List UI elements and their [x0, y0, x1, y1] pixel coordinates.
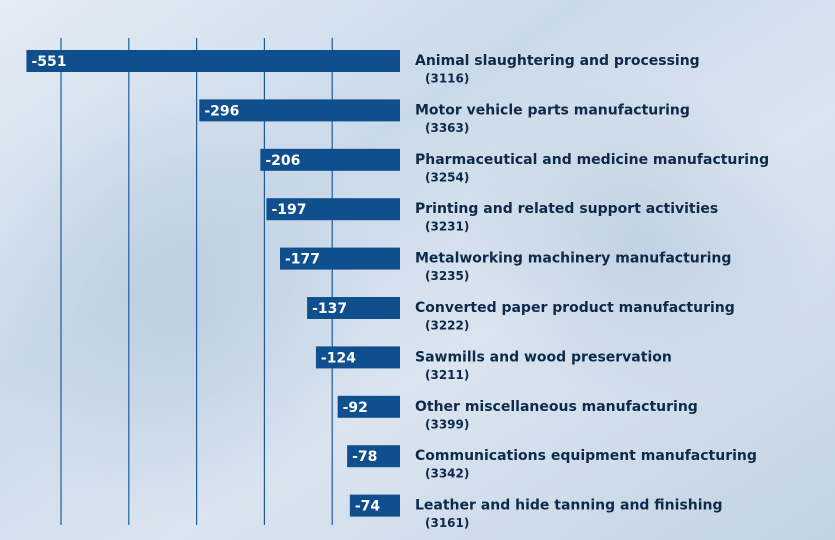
bar: [260, 148, 400, 171]
value-label: -92: [343, 400, 368, 416]
category-label: Converted paper product manufacturing: [415, 300, 735, 316]
category-code: (3116): [425, 72, 469, 86]
category-label: Leather and hide tanning and finishing: [415, 498, 723, 514]
category-code: (3399): [425, 417, 469, 431]
category-code: (3363): [425, 121, 469, 135]
background-shade: [460, 80, 820, 400]
bar: [26, 50, 401, 72]
category-label: Pharmaceutical and medicine manufacturin…: [415, 152, 769, 168]
category-label: Sawmills and wood preservation: [415, 349, 672, 365]
category-label: Metalworking machinery manufacturing: [415, 251, 731, 267]
bar: [266, 198, 400, 221]
value-label: -177: [285, 252, 320, 268]
category-label: Communications equipment manufacturing: [415, 448, 757, 464]
category-code: (3254): [425, 170, 469, 184]
category-code: (3342): [425, 467, 469, 481]
category-code: (3231): [425, 220, 469, 234]
value-label: -551: [31, 54, 66, 70]
bar: [349, 494, 400, 517]
bar: [347, 445, 400, 468]
value-label: -137: [312, 301, 347, 317]
value-label: -74: [355, 499, 381, 515]
bar: [337, 395, 400, 418]
value-label: -206: [265, 153, 300, 169]
value-label: -78: [352, 449, 377, 465]
category-label: Printing and related support activities: [415, 201, 718, 217]
category-label: Other miscellaneous manufacturing: [415, 399, 698, 415]
category-code: (3211): [425, 368, 469, 382]
background-shade: [0, 80, 380, 520]
category-code: (3161): [425, 516, 469, 530]
value-label: -197: [271, 202, 306, 218]
category-label: Animal slaughtering and processing: [415, 53, 700, 69]
category-label: Motor vehicle parts manufacturing: [415, 102, 690, 118]
value-label: -124: [321, 350, 356, 366]
bar: [280, 247, 400, 270]
bar: [307, 297, 400, 319]
bar: [199, 99, 400, 122]
value-label: -296: [204, 103, 239, 119]
bar: [315, 346, 400, 369]
category-code: (3222): [425, 319, 469, 333]
category-code: (3235): [425, 269, 469, 283]
